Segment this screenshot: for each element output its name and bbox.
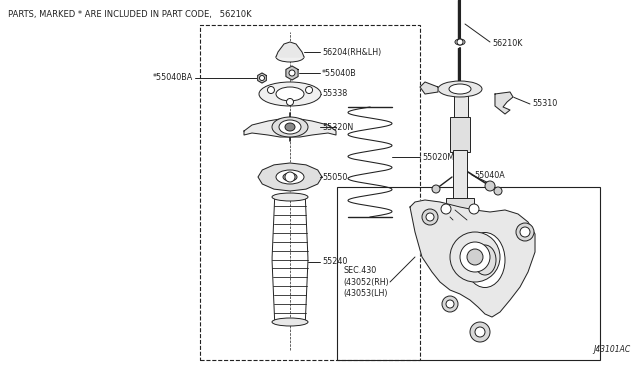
Circle shape <box>467 249 483 265</box>
Circle shape <box>446 300 454 308</box>
Ellipse shape <box>272 117 308 137</box>
Text: 55338: 55338 <box>322 90 348 99</box>
Ellipse shape <box>279 120 301 134</box>
Ellipse shape <box>276 87 304 101</box>
Circle shape <box>460 242 490 272</box>
Text: 55310: 55310 <box>532 99 557 109</box>
Ellipse shape <box>465 232 505 288</box>
Circle shape <box>442 296 458 312</box>
Circle shape <box>475 327 485 337</box>
Circle shape <box>289 70 295 76</box>
Circle shape <box>516 223 534 241</box>
Text: 55040A: 55040A <box>474 170 505 180</box>
Ellipse shape <box>272 318 308 326</box>
Text: 55240: 55240 <box>322 257 348 266</box>
Circle shape <box>268 87 275 93</box>
Polygon shape <box>276 42 304 57</box>
Bar <box>454 90 468 120</box>
Circle shape <box>285 172 295 182</box>
Circle shape <box>485 181 495 191</box>
Text: PARTS, MARKED * ARE INCLUDED IN PART CODE,   56210K: PARTS, MARKED * ARE INCLUDED IN PART COD… <box>8 10 252 19</box>
Circle shape <box>259 76 264 80</box>
Bar <box>337 187 600 360</box>
Ellipse shape <box>276 170 304 184</box>
Ellipse shape <box>449 84 471 94</box>
Text: SEC.430
(43052(RH)
(43053(LH): SEC.430 (43052(RH) (43053(LH) <box>343 266 388 298</box>
Polygon shape <box>244 119 336 137</box>
Circle shape <box>426 213 434 221</box>
Bar <box>200 25 420 360</box>
Polygon shape <box>286 66 298 80</box>
Circle shape <box>305 87 312 93</box>
Text: *55040B: *55040B <box>322 68 356 77</box>
Polygon shape <box>258 73 266 83</box>
Ellipse shape <box>272 193 308 201</box>
Circle shape <box>470 322 490 342</box>
Circle shape <box>441 204 451 214</box>
Bar <box>453 150 467 202</box>
Circle shape <box>287 99 294 106</box>
Text: 55020M: 55020M <box>422 153 454 161</box>
Ellipse shape <box>455 39 465 45</box>
Ellipse shape <box>285 123 295 131</box>
Text: 56204(RH&LH): 56204(RH&LH) <box>322 48 381 57</box>
Text: 55320N: 55320N <box>322 122 353 131</box>
Ellipse shape <box>474 245 496 275</box>
Bar <box>446 198 474 220</box>
Circle shape <box>450 232 500 282</box>
Ellipse shape <box>259 82 321 106</box>
Circle shape <box>494 187 502 195</box>
Bar <box>450 117 470 152</box>
Ellipse shape <box>276 52 304 62</box>
Ellipse shape <box>438 81 482 97</box>
Text: 56210K: 56210K <box>492 38 522 48</box>
Polygon shape <box>420 82 438 94</box>
Ellipse shape <box>283 173 297 181</box>
Circle shape <box>469 204 479 214</box>
Text: *55040BA: *55040BA <box>153 74 193 83</box>
Text: J43101AC: J43101AC <box>593 345 630 354</box>
Circle shape <box>520 227 530 237</box>
Circle shape <box>422 209 438 225</box>
Polygon shape <box>410 200 535 317</box>
Circle shape <box>432 185 440 193</box>
Polygon shape <box>258 163 322 191</box>
Text: 55050: 55050 <box>322 173 348 182</box>
Circle shape <box>457 39 463 45</box>
Polygon shape <box>495 92 513 114</box>
